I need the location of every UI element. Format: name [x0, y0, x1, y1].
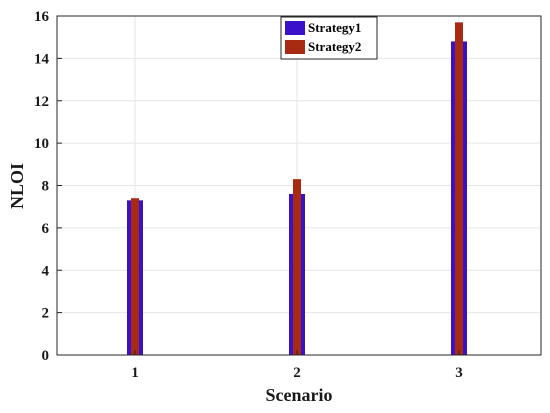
y-tick-label: 6	[42, 221, 50, 237]
legend-label-strategy2: Strategy2	[308, 39, 361, 54]
bar-strategy2-1	[131, 198, 139, 355]
y-tick-label: 14	[34, 51, 50, 67]
y-tick-label: 10	[34, 136, 49, 152]
legend-swatch-strategy1	[285, 21, 305, 35]
x-tick-label: 1	[131, 365, 139, 381]
x-tick-label: 2	[293, 365, 301, 381]
y-tick-label: 12	[34, 94, 49, 110]
bar-strategy2-2	[293, 179, 301, 355]
y-tick-label: 2	[42, 306, 50, 322]
y-axis-ticks: 0 2 4 6 8 10 12 14 16	[34, 9, 62, 364]
y-tick-label: 8	[42, 179, 50, 195]
legend: Strategy1 Strategy2	[280, 16, 378, 60]
y-tick-label: 16	[34, 9, 50, 25]
bar-strategy2-3	[455, 22, 463, 355]
y-axis-title: NLOI	[7, 163, 27, 209]
x-axis-ticks: 1 2 3	[131, 350, 463, 381]
x-tick-label: 3	[455, 365, 463, 381]
bar-marks	[127, 22, 467, 356]
y-tick-label: 0	[42, 348, 50, 364]
x-axis-title: Scenario	[266, 385, 333, 405]
legend-swatch-strategy2	[285, 40, 305, 54]
legend-label-strategy1: Strategy1	[308, 20, 361, 35]
y-tick-label: 4	[42, 263, 50, 279]
